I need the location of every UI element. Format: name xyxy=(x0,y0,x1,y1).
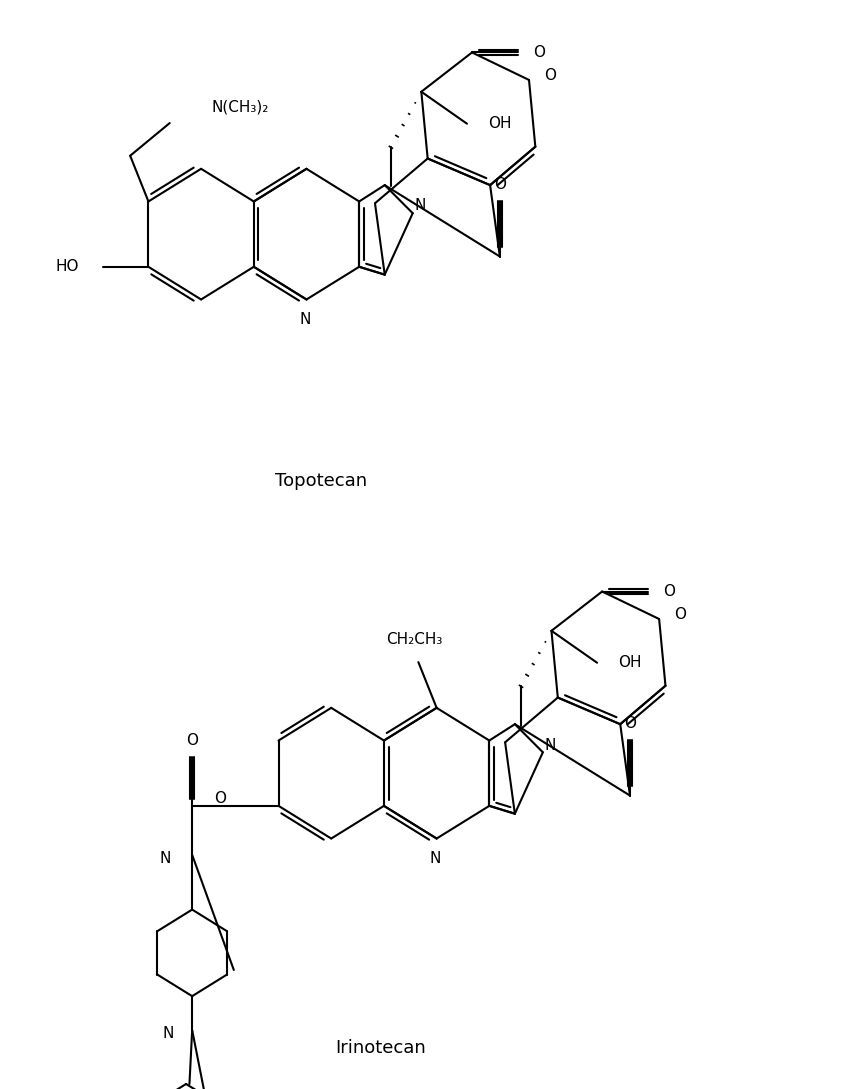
Text: O: O xyxy=(533,45,544,60)
Text: N: N xyxy=(544,737,555,752)
Text: N: N xyxy=(162,1026,173,1041)
Text: O: O xyxy=(214,791,225,806)
Text: N: N xyxy=(429,851,440,866)
Text: N(CH₃)₂: N(CH₃)₂ xyxy=(212,99,269,114)
Text: N: N xyxy=(414,198,425,213)
Text: Irinotecan: Irinotecan xyxy=(334,1039,425,1057)
Text: OH: OH xyxy=(618,656,641,670)
Text: HO: HO xyxy=(56,259,79,274)
Text: O: O xyxy=(674,607,685,622)
Text: O: O xyxy=(544,68,555,83)
Text: N: N xyxy=(160,851,170,866)
Text: O: O xyxy=(493,178,506,192)
Text: O: O xyxy=(623,717,636,731)
Text: CH₂CH₃: CH₂CH₃ xyxy=(386,632,441,647)
Text: OH: OH xyxy=(488,117,511,131)
Text: O: O xyxy=(663,584,674,599)
Text: Topotecan: Topotecan xyxy=(274,472,367,490)
Text: O: O xyxy=(186,733,198,748)
Text: N: N xyxy=(299,311,310,327)
